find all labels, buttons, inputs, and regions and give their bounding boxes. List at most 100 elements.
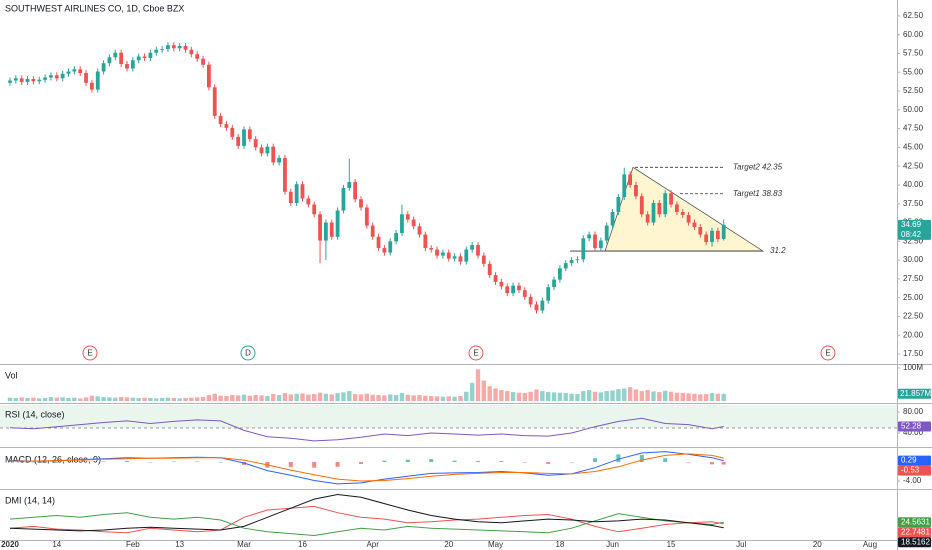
candle-body [154,49,159,53]
histogram-bar [721,462,726,465]
candle-body [312,204,317,215]
volume-bar [171,398,176,401]
volume-bar [557,392,563,401]
candle-body [639,196,644,215]
volume-bar [510,392,516,401]
volume-bar [288,394,293,401]
candle-body [376,236,381,249]
volume-bar [516,392,522,401]
candle-body [177,45,182,49]
candle-body [136,56,141,61]
volume-bar [721,393,726,401]
histogram-bar [663,458,668,463]
volume-bar [645,390,650,401]
candle-body [300,184,305,199]
y-tick-label: 40.00 [903,428,924,437]
candle-body [207,64,211,88]
y-tick-label: 40.00 [903,180,924,189]
volume-bar [265,396,270,401]
volume-bar [230,395,235,401]
candle-body [715,230,720,240]
event-marker-label: D [245,349,251,358]
volume-bar [323,393,329,401]
candle-body [423,234,428,249]
rsi-band [0,405,897,428]
event-marker [468,345,484,361]
volume-bar [259,395,264,401]
candle-body [540,300,545,311]
volume-bar [680,393,685,401]
candle-body [72,69,77,72]
volume-bar [142,397,147,401]
value-badge-label: 0.29 [901,456,917,465]
histogram-bar [546,462,551,464]
candle-body [195,54,200,59]
candle-body [19,78,24,83]
histogram-bar [31,462,36,463]
y-tick-label: 55.00 [903,67,924,76]
candle-body [37,79,42,82]
volume-bar [528,391,533,401]
candle-body [247,129,252,140]
candle-body [283,157,287,192]
y-tick-label: 62.50 [903,11,924,20]
volume-bar [405,394,410,401]
candle-body [54,75,59,79]
volume-bar [183,398,188,401]
histogram-bar [78,461,83,463]
volume-bar [253,395,258,401]
volume-bar [586,390,592,401]
volume-bar [464,391,469,401]
candle-body [212,87,217,116]
candle-body [324,222,328,241]
candle-body [335,210,340,237]
candle-body [517,285,521,291]
volume-bar [177,398,182,401]
histogram-bar [405,459,410,463]
candle-body [604,225,609,241]
volume-bar [37,398,42,401]
volume-bar [341,392,346,401]
histogram-bar [522,462,527,463]
histogram-bar [476,461,480,463]
volume-bar [195,397,200,401]
volume-bar [493,388,498,401]
candle-body [616,196,621,213]
candle-body [499,281,504,287]
x-tick-label: 16 [298,540,307,549]
candle-body [458,256,463,262]
candle-body [505,286,510,294]
volume-bar [159,398,165,401]
y-tick-label: 17.50 [903,349,924,358]
y-tick-label: 42.50 [903,161,924,170]
x-tick-label: Feb [126,540,140,549]
candle-body [306,198,311,205]
countdown-label: 08:42 [901,230,922,239]
volume-bar [89,395,95,401]
candle-body [353,181,358,200]
volume-bar [540,391,545,401]
candle-body [563,263,568,269]
volume-bar [715,393,721,401]
y-tick-label: 22.50 [903,312,924,321]
histogram-bar [616,454,621,463]
value-badge-label: -0.53 [901,466,920,475]
volume-bar [563,393,568,401]
candle-body [663,193,668,215]
candle-body [8,80,12,83]
y-tick-label: 100M [903,363,923,372]
histogram-bar [101,461,106,463]
value-badge [898,421,931,432]
value-badge-label: 24.5631 [901,517,930,526]
volume-bar [78,398,83,401]
candle-body [511,285,515,294]
volume-bar [546,392,551,401]
volume-bar [651,391,656,401]
volume-bar [271,394,276,401]
volume-bar [189,397,194,401]
volume-bar [446,396,451,401]
volume-bar [703,394,709,401]
volume-bar [522,393,527,401]
candle-body [710,230,714,243]
